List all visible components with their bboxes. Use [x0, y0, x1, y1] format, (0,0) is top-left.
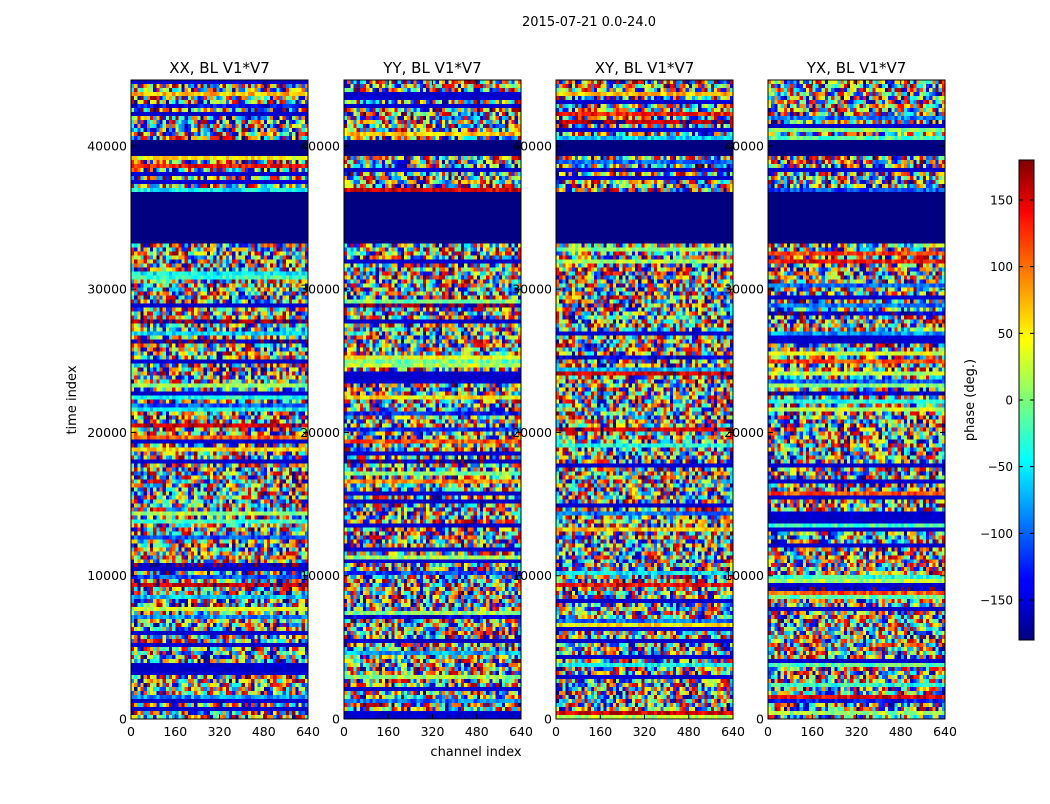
- heatmap-image: [131, 80, 308, 719]
- x-tick-label: 160: [588, 724, 612, 739]
- y-tick-label: 0: [544, 712, 552, 727]
- x-tick-label: 640: [296, 724, 320, 739]
- y-tick-label: 40000: [512, 138, 552, 153]
- x-tick-label: 480: [465, 724, 489, 739]
- x-tick-label: 480: [889, 724, 913, 739]
- colorbar-tick-label: 150: [990, 194, 1013, 208]
- figure-suptitle: 2015-07-21 0.0-24.0: [522, 15, 656, 30]
- x-tick-label: 320: [421, 724, 445, 739]
- panel-xy: XY, BL V1*V7 0 160 320 480 640 0 10000 20000 3000…: [512, 59, 745, 739]
- colorbar: −150 −100 −50 0 50 100 150 phase (deg.): [963, 159, 1035, 641]
- x-tick-label: 320: [845, 724, 869, 739]
- x-tick-label: 320: [633, 724, 657, 739]
- x-axis-label: channel index: [430, 745, 521, 760]
- y-tick-label: 40000: [300, 138, 340, 153]
- panel-yx: YX, BL V1*V7 0 160 320 480 640 0 10000 20000 3000…: [724, 59, 957, 739]
- heatmap-image: [556, 80, 733, 719]
- x-tick-label: 0: [340, 724, 348, 739]
- colorbar-tick-label: −50: [988, 460, 1013, 474]
- x-tick-label: 160: [800, 724, 824, 739]
- panel-title: YY, BL V1*V7: [382, 59, 481, 77]
- y-tick-label: 10000: [300, 568, 340, 583]
- x-tick-label: 160: [376, 724, 400, 739]
- y-axis-label: time index: [65, 365, 80, 434]
- x-tick-label: 640: [933, 724, 957, 739]
- y-tick-label: 0: [756, 712, 764, 727]
- panel-xx: XX, BL V1*V7 0 160 320 480 640 0 10000 20000 3000…: [87, 59, 320, 739]
- panel-title: YX, BL V1*V7: [806, 59, 907, 77]
- x-tick-label: 640: [509, 724, 533, 739]
- y-tick-label: 40000: [724, 138, 764, 153]
- colorbar-label: phase (deg.): [963, 359, 978, 441]
- panel-yy: YY, BL V1*V7 0 160 320 480 640 0 10000 20000 3000…: [300, 59, 533, 739]
- x-tick-label: 320: [208, 724, 232, 739]
- x-tick-label: 0: [764, 724, 772, 739]
- y-tick-label: 10000: [87, 568, 127, 583]
- panel-title: XX, BL V1*V7: [169, 59, 270, 77]
- heatmap-image: [768, 80, 945, 719]
- x-tick-label: 0: [127, 724, 135, 739]
- x-tick-label: 160: [163, 724, 187, 739]
- x-tick-label: 480: [677, 724, 701, 739]
- y-tick-label: 20000: [512, 425, 552, 440]
- y-tick-label: 30000: [724, 282, 764, 297]
- colorbar-tick-label: 50: [998, 327, 1013, 341]
- y-tick-label: 40000: [87, 138, 127, 153]
- x-tick-label: 640: [721, 724, 745, 739]
- y-tick-label: 30000: [512, 282, 552, 297]
- y-tick-label: 10000: [512, 568, 552, 583]
- colorbar-tick-label: −150: [980, 594, 1013, 608]
- panel-title: XY, BL V1*V7: [595, 59, 695, 77]
- y-tick-label: 30000: [87, 282, 127, 297]
- y-tick-label: 20000: [300, 425, 340, 440]
- colorbar-tick-label: −100: [980, 527, 1013, 541]
- y-tick-label: 30000: [300, 282, 340, 297]
- heatmap-image: [344, 80, 521, 719]
- panels-group: XX, BL V1*V7 0 160 320 480 640 0 10000 20000 3000…: [87, 59, 957, 739]
- colorbar-tick-label: 0: [1005, 394, 1013, 408]
- y-tick-label: 0: [119, 712, 127, 727]
- y-tick-label: 0: [332, 712, 340, 727]
- y-tick-label: 10000: [724, 568, 764, 583]
- x-tick-label: 0: [552, 724, 560, 739]
- x-tick-label: 480: [252, 724, 276, 739]
- y-tick-label: 20000: [87, 425, 127, 440]
- y-tick-label: 20000: [724, 425, 764, 440]
- colorbar-tick-label: 100: [990, 260, 1013, 274]
